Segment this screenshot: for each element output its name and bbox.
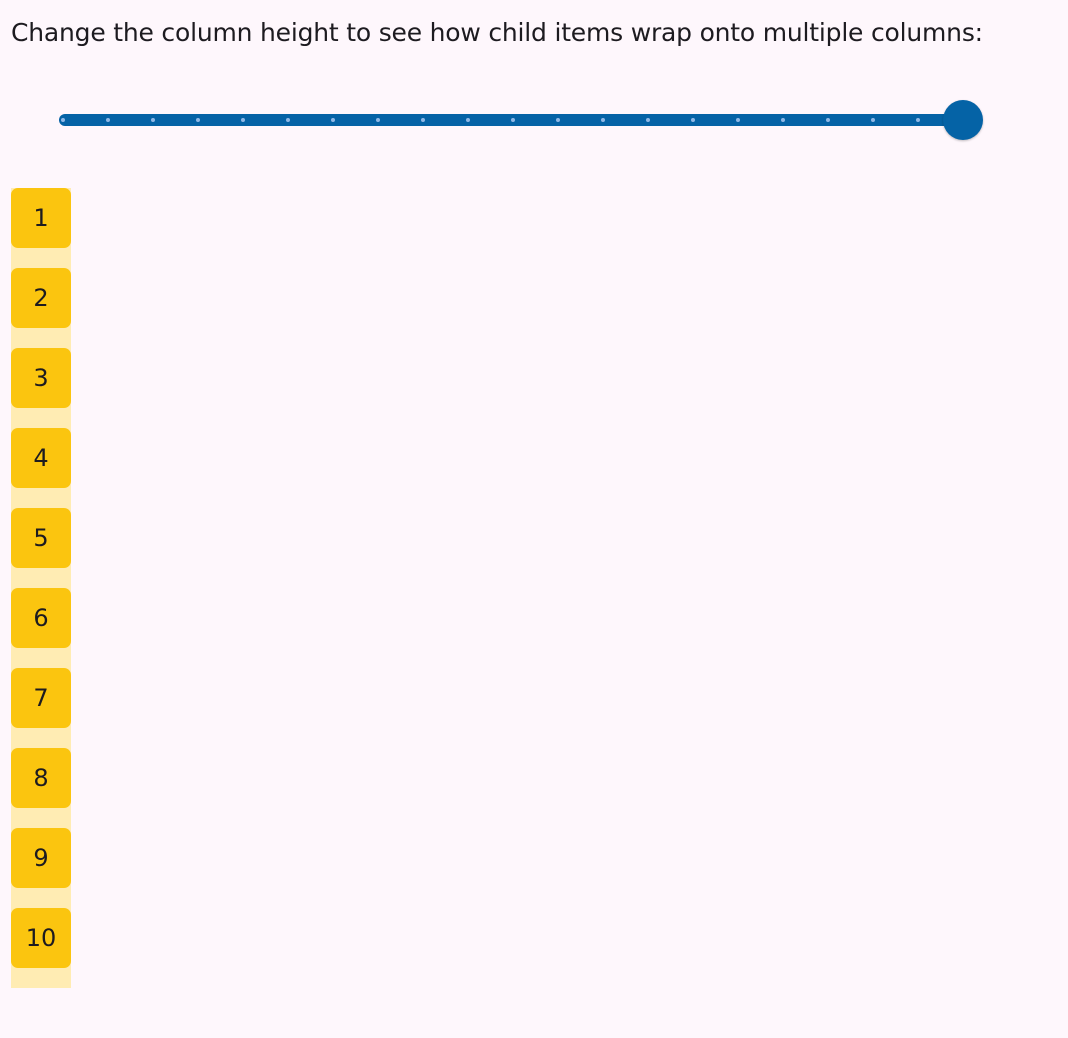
slider-tick xyxy=(781,118,785,122)
slider-tick xyxy=(646,118,650,122)
slider-tick xyxy=(151,118,155,122)
slider-tick xyxy=(511,118,515,122)
column-item: 1 xyxy=(11,188,71,248)
column-item: 3 xyxy=(11,348,71,408)
column-item: 7 xyxy=(11,668,71,728)
slider-tick xyxy=(376,118,380,122)
column-item: 6 xyxy=(11,588,71,648)
slider-tick xyxy=(466,118,470,122)
slider-tick xyxy=(871,118,875,122)
slider-tick xyxy=(601,118,605,122)
slider-tick xyxy=(421,118,425,122)
wrap-column: 1 2 3 4 5 6 7 8 9 10 xyxy=(11,188,71,988)
slider-tick xyxy=(196,118,200,122)
slider-tick xyxy=(556,118,560,122)
slider-tick xyxy=(241,118,245,122)
column-height-slider[interactable] xyxy=(40,96,1000,144)
slider-tick xyxy=(286,118,290,122)
slider-tick xyxy=(916,118,920,122)
column-item: 9 xyxy=(11,828,71,888)
column-item: 8 xyxy=(11,748,71,808)
column-item: 10 xyxy=(11,908,71,968)
slider-tick xyxy=(331,118,335,122)
column-item: 4 xyxy=(11,428,71,488)
slider-tick xyxy=(61,118,65,122)
slider-tick xyxy=(691,118,695,122)
slider-tick xyxy=(106,118,110,122)
slider-tick xyxy=(826,118,830,122)
slider-tick xyxy=(736,118,740,122)
column-item: 2 xyxy=(11,268,71,328)
instruction-text: Change the column height to see how chil… xyxy=(11,18,983,47)
column-item: 5 xyxy=(11,508,71,568)
slider-thumb[interactable] xyxy=(943,100,983,140)
